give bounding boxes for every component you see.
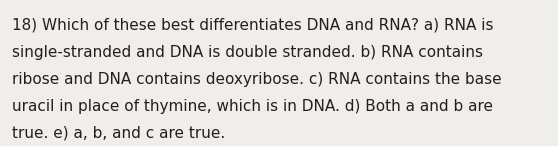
- Text: single-stranded and DNA is double stranded. b) RNA contains: single-stranded and DNA is double strand…: [12, 45, 483, 60]
- Text: ribose and DNA contains deoxyribose. c) RNA contains the base: ribose and DNA contains deoxyribose. c) …: [12, 72, 502, 87]
- Text: uracil in place of thymine, which is in DNA. d) Both a and b are: uracil in place of thymine, which is in …: [12, 99, 493, 114]
- Text: 18) Which of these best differentiates DNA and RNA? a) RNA is: 18) Which of these best differentiates D…: [12, 18, 494, 33]
- Text: true. e) a, b, and c are true.: true. e) a, b, and c are true.: [12, 126, 225, 141]
